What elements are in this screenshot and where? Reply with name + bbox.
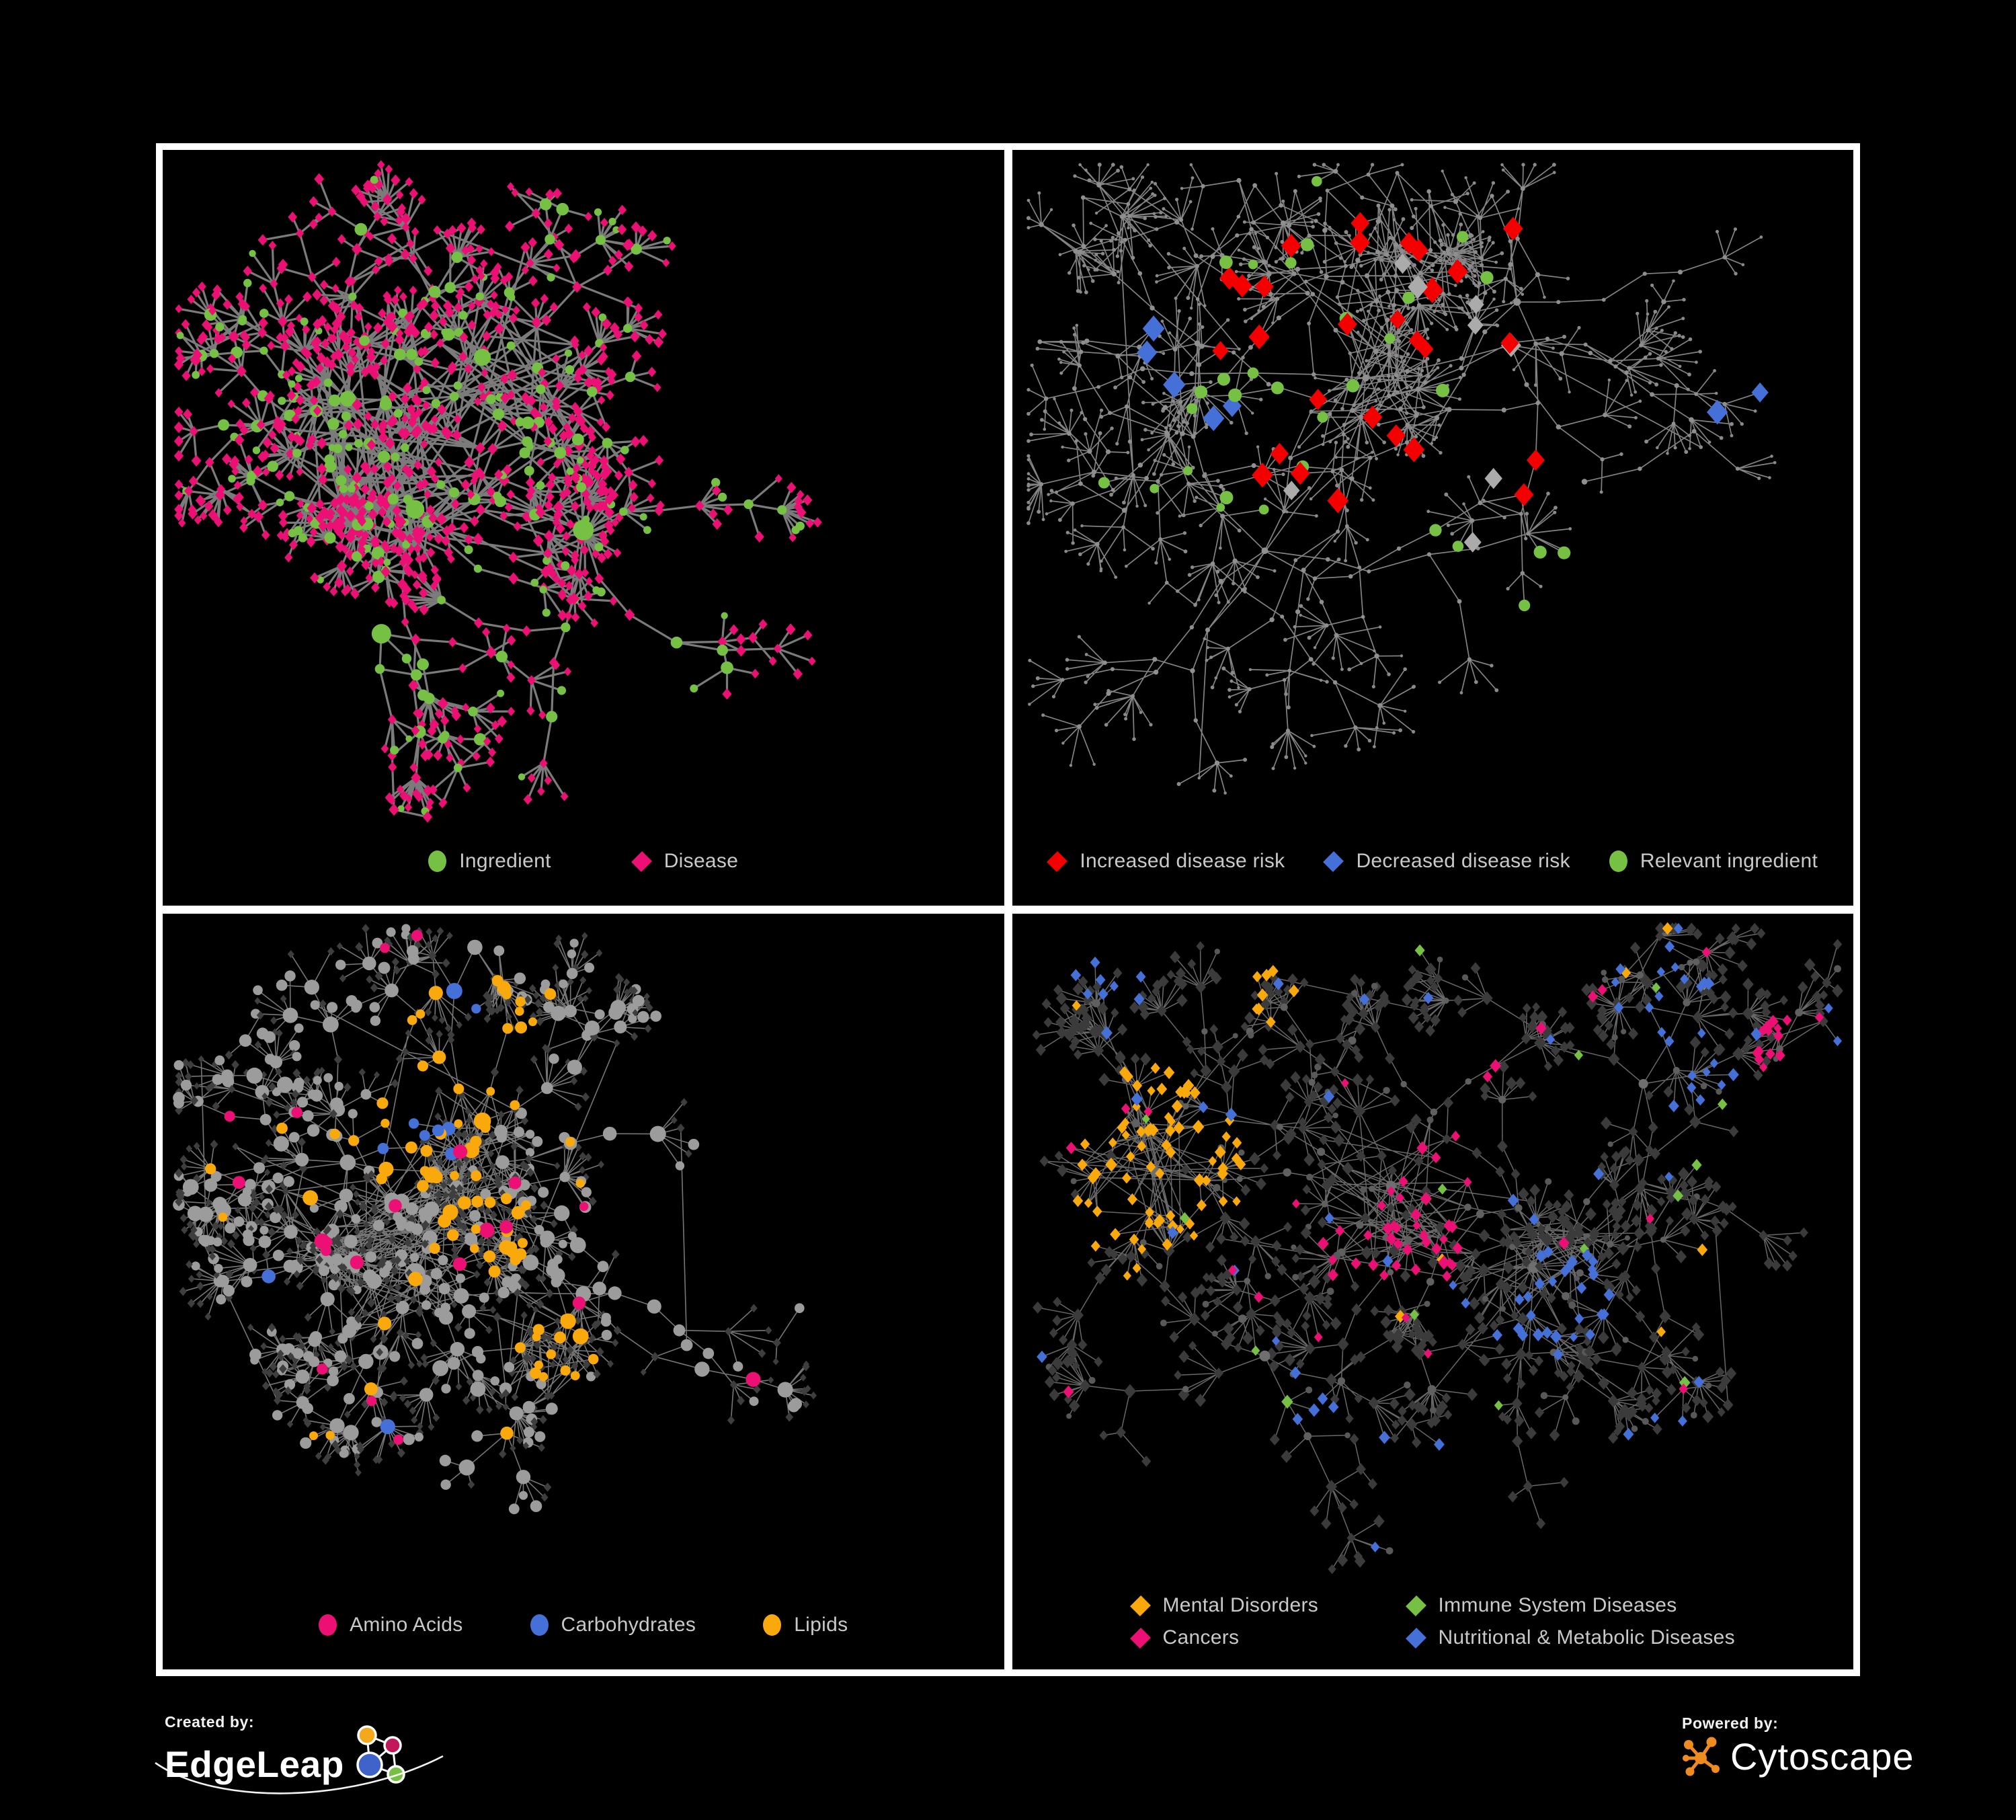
legend-diamond-marker bbox=[1405, 1627, 1426, 1649]
legend-item-relevant-ingredient: Relevant ingredient bbox=[1609, 850, 1818, 873]
network-highlight-nodes bbox=[1098, 175, 1769, 612]
network-highlight-nodes bbox=[204, 930, 761, 1445]
legend-diamond-marker bbox=[1129, 1627, 1151, 1649]
network-disease-classes bbox=[1032, 922, 1843, 1575]
legend-label: Lipids bbox=[794, 1614, 848, 1636]
legend-circle-marker bbox=[763, 1614, 782, 1636]
legend-label: Decreased disease risk bbox=[1356, 850, 1570, 872]
legend-item-mental-disorders: Mental Disorders bbox=[1129, 1594, 1406, 1617]
network-nutrient-classes bbox=[173, 924, 817, 1515]
network-nodes bbox=[173, 160, 822, 823]
network-ingredient-disease bbox=[173, 160, 822, 823]
legend-label: Increased disease risk bbox=[1080, 850, 1285, 872]
legend-item-increased-disease-risk: Increased disease risk bbox=[1047, 850, 1285, 873]
legend-item-immune-system-diseases: Immune System Diseases bbox=[1405, 1594, 1735, 1617]
edgeleap-credit: Created by: EdgeLeap bbox=[155, 1713, 444, 1794]
legend-circle-marker bbox=[530, 1614, 549, 1636]
legend-label: Cancers bbox=[1162, 1626, 1240, 1649]
network-edges bbox=[177, 163, 819, 818]
legend-diamond-marker bbox=[1405, 1595, 1426, 1616]
legend-label: Mental Disorders bbox=[1162, 1594, 1319, 1616]
cytoscape-logo-icon bbox=[1683, 1737, 1720, 1776]
network-nodes bbox=[1026, 163, 1777, 795]
network-disease-risk bbox=[1026, 163, 1777, 795]
network-nodes bbox=[1032, 922, 1843, 1575]
legend-diamond-marker bbox=[1129, 1595, 1151, 1616]
edgeleap-logo-icon bbox=[356, 1725, 405, 1784]
legend-label: Carbohydrates bbox=[561, 1614, 696, 1636]
legend-label: Immune System Diseases bbox=[1438, 1594, 1677, 1616]
edgeleap-brand-text: EdgeLeap bbox=[165, 1743, 344, 1785]
legend-disease-classes: Mental Disorders Immune System Diseases Ca… bbox=[1012, 1594, 1854, 1669]
powered-by-label: Powered by: bbox=[1682, 1714, 1779, 1732]
legend-item-nutritional-metabolic-diseases: Nutritional & Metabolic Diseases bbox=[1405, 1626, 1735, 1649]
legend-label: Disease bbox=[663, 850, 739, 872]
created-by-label: Created by: bbox=[165, 1713, 255, 1731]
panels-grid: Ingredient Disease Increased disease risk… bbox=[156, 143, 1860, 1676]
legend-ingredient-disease: Ingredient Disease bbox=[163, 841, 1004, 906]
legend-item-ingredient: Ingredient bbox=[428, 850, 551, 873]
legend-label: Amino Acids bbox=[350, 1614, 463, 1636]
legend-diamond-marker bbox=[1047, 850, 1068, 872]
panel-ingredient-disease: Ingredient Disease bbox=[163, 150, 1004, 906]
network-edges bbox=[1027, 164, 1775, 794]
network-highlight-nodes bbox=[1036, 922, 1842, 1552]
legend-item-cancers: Cancers bbox=[1129, 1626, 1406, 1649]
legend-circle-marker bbox=[319, 1614, 337, 1636]
cytoscape-credit: Powered by: Cytoscape bbox=[1682, 1714, 1914, 1778]
legend-item-lipids: Lipids bbox=[763, 1614, 848, 1636]
panel-nutrient-classes: Amino Acids Carbohydrates Lipids bbox=[163, 914, 1004, 1669]
legend-circle-marker bbox=[428, 850, 447, 872]
legend-item-carbohydrates: Carbohydrates bbox=[530, 1614, 696, 1636]
legend-diamond-marker bbox=[631, 850, 652, 872]
legend-circle-marker bbox=[1609, 850, 1627, 872]
legend-item-amino-acids: Amino Acids bbox=[319, 1614, 462, 1636]
panel-disease-risk: Increased disease risk Decreased disease … bbox=[1012, 150, 1854, 906]
panel-disease-classes: Mental Disorders Immune System Diseases Ca… bbox=[1012, 914, 1854, 1669]
legend-item-decreased-disease-risk: Decreased disease risk bbox=[1323, 850, 1570, 873]
legend-nutrient-classes: Amino Acids Carbohydrates Lipids bbox=[163, 1605, 1004, 1669]
legend-disease-risk: Increased disease risk Decreased disease … bbox=[1012, 841, 1854, 906]
legend-label: Ingredient bbox=[459, 850, 551, 872]
legend-label: Relevant ingredient bbox=[1640, 850, 1818, 872]
legend-item-disease: Disease bbox=[631, 850, 739, 873]
legend-diamond-marker bbox=[1323, 850, 1344, 872]
cytoscape-brand-text: Cytoscape bbox=[1730, 1735, 1914, 1778]
legend-label: Nutritional & Metabolic Diseases bbox=[1438, 1626, 1735, 1649]
